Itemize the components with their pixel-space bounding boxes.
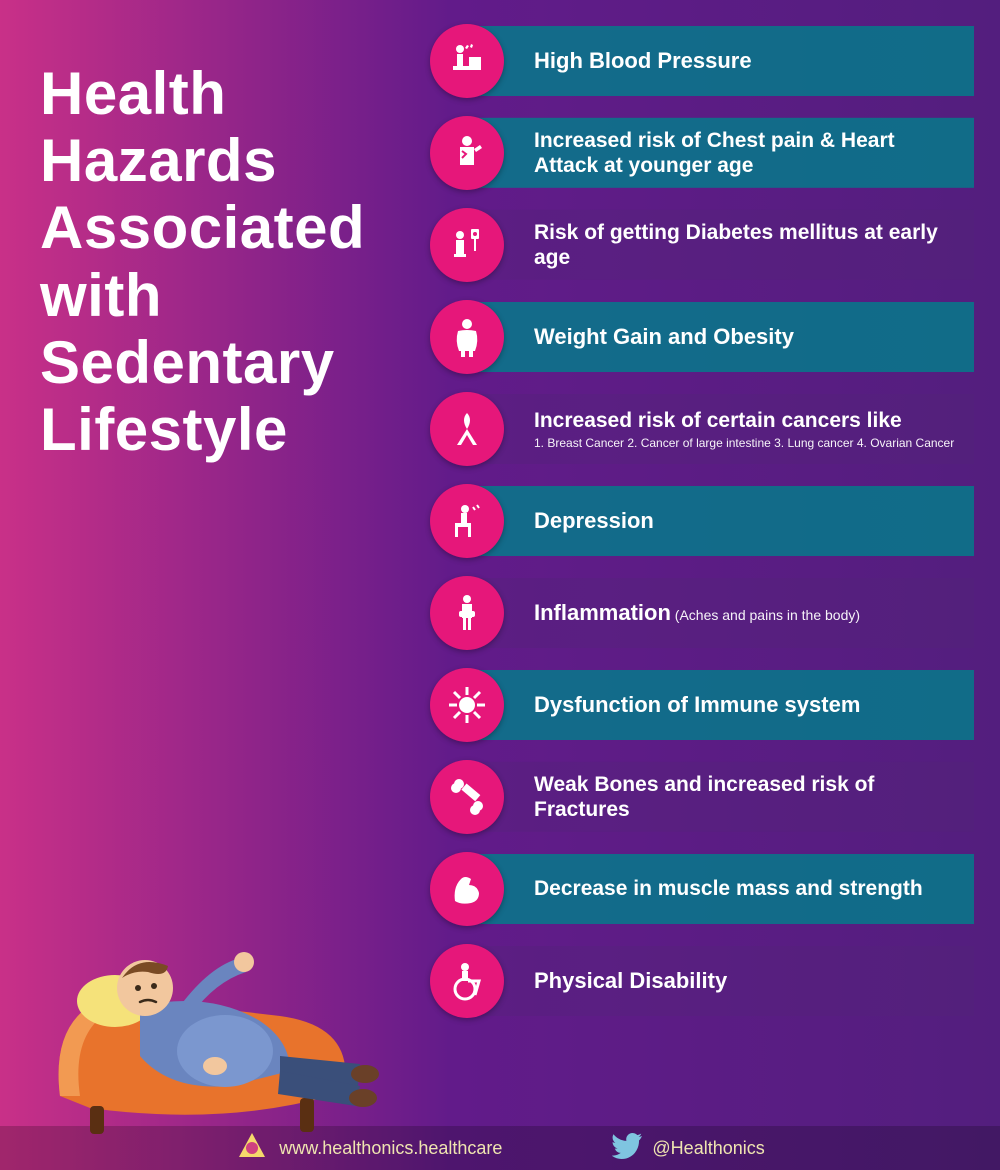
hazard-text: Inflammation (Aches and pains in the bod… [534,600,960,626]
hazard-icon [430,208,504,282]
hazard-text: Increased risk of certain cancers like [534,408,960,433]
hazard-icon [430,852,504,926]
hazard-bar: Decrease in muscle mass and strength [476,854,974,924]
hazard-bar: High Blood Pressure [476,26,974,96]
hazard-bar: Increased risk of Chest pain & Heart Att… [476,118,974,188]
hazard-row: Decrease in muscle mass and strength [430,850,974,928]
hazard-text: Weak Bones and increased risk of Fractur… [534,772,960,822]
hazard-bar: Depression [476,486,974,556]
hazard-row: Increased risk of certain cancers like 1.… [430,390,974,468]
hazard-icon [430,760,504,834]
hazard-row: Dysfunction of Immune system [430,666,974,744]
hazard-icon [430,576,504,650]
hazard-icon [430,116,504,190]
lounge-illustration [30,886,390,1146]
hazard-paren: (Aches and pains in the body) [671,607,860,623]
hazard-bar: Increased risk of certain cancers like 1.… [476,394,974,464]
hazard-row: Risk of getting Diabetes mellitus at ear… [430,206,974,284]
hazard-text: Weight Gain and Obesity [534,324,960,350]
hazard-row: Inflammation (Aches and pains in the bod… [430,574,974,652]
hazard-icon [430,24,504,98]
hazard-row: Depression [430,482,974,560]
hazard-bar: Weak Bones and increased risk of Fractur… [476,762,974,832]
hazard-bar: Weight Gain and Obesity [476,302,974,372]
twitter-icon [612,1133,642,1164]
hazard-row: Physical Disability [430,942,974,1020]
hazard-icon [430,484,504,558]
hazard-bar: Risk of getting Diabetes mellitus at ear… [476,210,974,280]
footer-handle: @Healthonics [652,1138,764,1159]
hazard-bar: Inflammation (Aches and pains in the bod… [476,578,974,648]
hazard-text: Physical Disability [534,968,960,994]
hazard-row: High Blood Pressure [430,22,974,100]
hazard-text: Decrease in muscle mass and strength [534,876,960,901]
hazard-text: High Blood Pressure [534,48,960,74]
hazards-list: High Blood Pressure Increased risk of Che… [420,0,1000,1126]
hazard-row: Weak Bones and increased risk of Fractur… [430,758,974,836]
hazard-subtext: 1. Breast Cancer 2. Cancer of large inte… [534,436,960,450]
page-title: Health Hazards Associated with Sedentary… [40,60,400,463]
hazard-text: Increased risk of Chest pain & Heart Att… [534,128,960,178]
hazard-text: Dysfunction of Immune system [534,692,960,718]
hazard-text: Risk of getting Diabetes mellitus at ear… [534,220,960,270]
hazard-row: Increased risk of Chest pain & Heart Att… [430,114,974,192]
hazard-bar: Physical Disability [476,946,974,1016]
hazard-row: Weight Gain and Obesity [430,298,974,376]
hazard-bar: Dysfunction of Immune system [476,670,974,740]
hazard-text: Depression [534,508,960,534]
hazard-icon [430,392,504,466]
hazard-icon [430,300,504,374]
hazard-icon [430,944,504,1018]
hazard-icon [430,668,504,742]
